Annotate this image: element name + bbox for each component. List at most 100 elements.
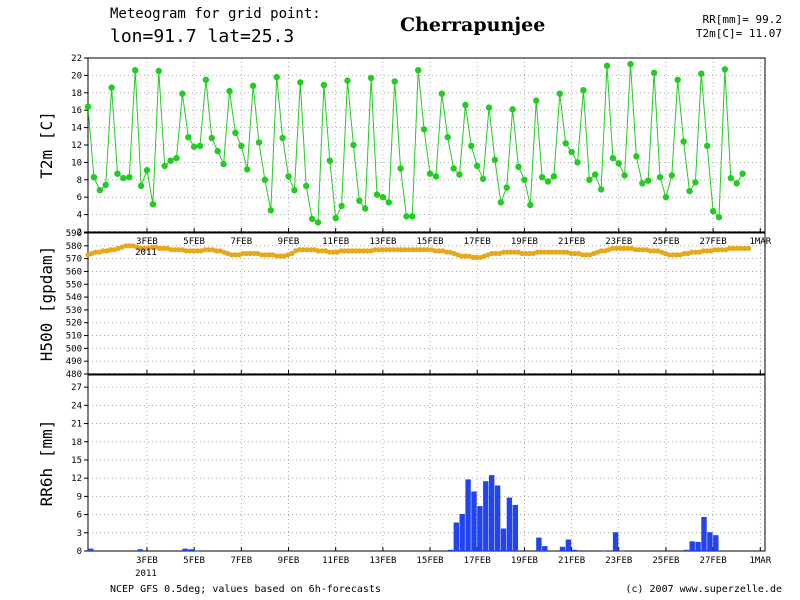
data-point: [704, 248, 710, 254]
data-point: [228, 252, 234, 258]
data-point: [511, 249, 518, 255]
data-point: [149, 201, 157, 208]
data-point: [700, 248, 706, 254]
data-point: [123, 243, 129, 249]
data-point: [515, 163, 522, 170]
data-point: [394, 247, 401, 253]
data-point: [592, 171, 599, 178]
data-point: [373, 191, 381, 198]
data-point: [633, 153, 640, 160]
data-point: [632, 247, 638, 253]
rain-bar: [182, 548, 188, 551]
data-point: [402, 247, 408, 253]
data-point: [640, 247, 646, 253]
rain-bar: [612, 532, 619, 551]
t2m-summary: T2m[C]= 11.07: [695, 27, 782, 40]
data-point: [142, 245, 148, 251]
data-point: [194, 248, 201, 254]
data-point: [656, 174, 664, 181]
data-point: [315, 248, 321, 254]
data-point: [90, 174, 98, 181]
data-point: [462, 253, 468, 259]
rain-bar: [571, 549, 577, 551]
x-tick-label: 21FEB: [558, 237, 585, 247]
data-point: [379, 247, 385, 253]
data-point: [533, 97, 540, 104]
data-point: [693, 249, 699, 255]
x-tick-label: 27FEB: [700, 556, 727, 566]
data-point: [213, 248, 219, 254]
rain-bar: [489, 475, 495, 551]
data-point: [168, 247, 174, 253]
rr-summary: RR[mm]= 99.2: [702, 13, 782, 26]
x-tick-label: 3FEB: [136, 237, 158, 247]
rain-bar: [500, 528, 507, 551]
y-tick-label: 590: [66, 229, 82, 239]
data-point: [617, 245, 623, 251]
y-tick-label: 550: [66, 280, 82, 290]
data-point: [727, 245, 733, 251]
data-point: [689, 249, 695, 255]
x-tick-label: 13FEB: [369, 237, 396, 247]
data-point: [379, 194, 387, 201]
y-tick-label: 530: [66, 306, 82, 316]
data-point: [167, 157, 174, 164]
data-point: [202, 76, 210, 84]
data-point: [544, 178, 552, 185]
data-point: [636, 247, 642, 253]
data-point: [409, 213, 416, 220]
data-point: [232, 252, 238, 258]
data-point: [561, 249, 567, 255]
data-point: [468, 142, 475, 150]
data-point: [670, 252, 676, 258]
data-point: [597, 186, 605, 193]
data-point: [579, 252, 586, 258]
data-point: [497, 199, 504, 206]
data-point: [251, 250, 257, 257]
data-point: [680, 138, 687, 145]
data-point: [314, 219, 322, 226]
y-tick-label: 0: [77, 547, 82, 557]
x-tick-label: 15FEB: [416, 237, 443, 247]
rain-bar: [453, 522, 459, 551]
data-point: [108, 84, 115, 91]
data-point: [479, 175, 487, 183]
data-point: [621, 172, 628, 179]
data-point: [247, 250, 253, 257]
data-point: [308, 215, 316, 223]
data-point: [574, 159, 581, 166]
data-point: [349, 248, 355, 254]
data-point: [100, 248, 106, 254]
data-point: [398, 247, 404, 253]
data-point: [420, 126, 428, 133]
rain-bar: [471, 491, 477, 551]
data-point: [542, 249, 548, 255]
data-point: [357, 248, 363, 254]
data-point: [187, 248, 193, 254]
data-point: [500, 249, 506, 255]
data-point: [406, 247, 412, 253]
data-point: [319, 248, 325, 254]
data-point: [503, 184, 510, 191]
data-point: [255, 139, 263, 146]
data-point: [387, 247, 393, 253]
data-point: [509, 106, 516, 113]
data-point: [668, 172, 675, 179]
data-point: [485, 104, 493, 111]
rain-bar: [88, 548, 94, 551]
data-point: [342, 248, 348, 254]
y-tick-label: 8: [77, 176, 82, 186]
data-point: [120, 174, 127, 182]
data-point: [303, 182, 310, 190]
data-point: [220, 160, 227, 168]
data-point: [730, 245, 737, 251]
data-point: [285, 173, 292, 180]
series-line: [87, 64, 744, 224]
chart-title: Meteogram for grid point:: [110, 6, 321, 22]
data-point: [385, 199, 392, 206]
y-tick-label: 12: [71, 474, 82, 484]
data-point: [157, 245, 163, 251]
data-point: [603, 62, 611, 69]
x-tick-label: 7FEB: [230, 237, 252, 247]
